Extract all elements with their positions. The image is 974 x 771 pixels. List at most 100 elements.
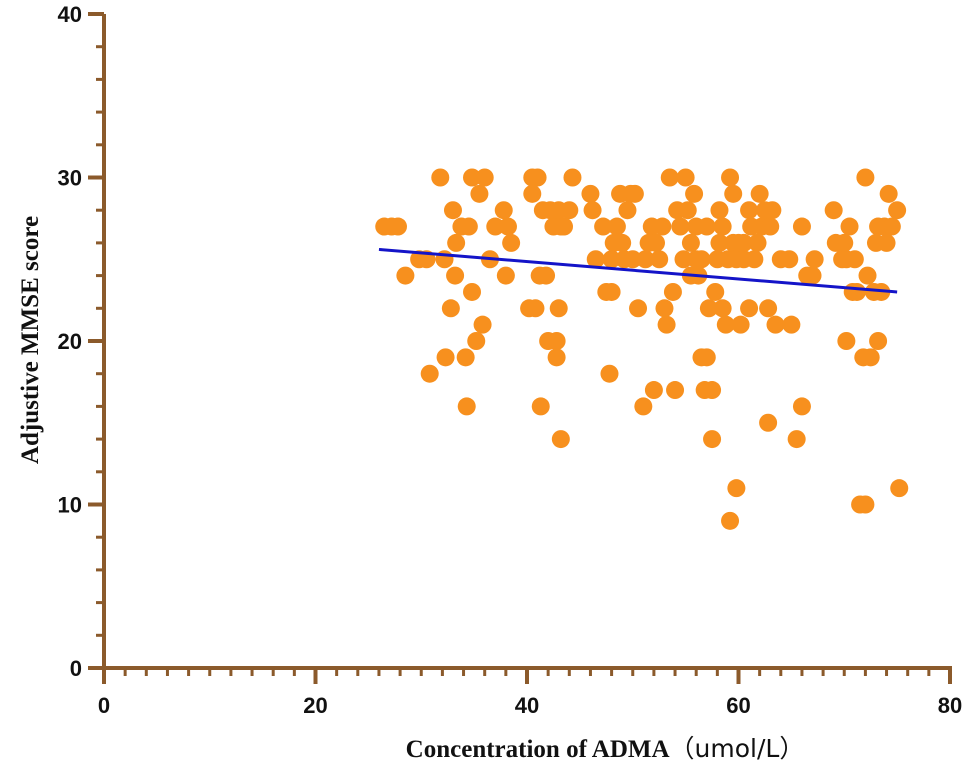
data-point (845, 250, 864, 269)
data-point (869, 332, 888, 350)
data-point (847, 282, 866, 301)
data-point (676, 168, 695, 187)
data-point (724, 184, 743, 203)
data-point (602, 250, 621, 269)
data-point (443, 201, 462, 220)
data-point (890, 479, 909, 498)
data-point (663, 282, 682, 301)
data-point (467, 332, 486, 350)
data-point (856, 495, 875, 514)
x-tick-label: 80 (938, 693, 962, 718)
data-point (581, 184, 600, 203)
data-point (861, 348, 880, 367)
data-point (759, 299, 778, 318)
data-point (703, 430, 722, 449)
data-point (607, 217, 626, 236)
data-point (396, 266, 415, 285)
data-point (625, 184, 644, 203)
data-point (613, 233, 632, 252)
data-point (840, 217, 859, 236)
data-point (882, 217, 901, 236)
data-point (420, 364, 439, 383)
data-point (792, 397, 811, 416)
y-axis-title: Adjustive MMSE score (17, 216, 44, 464)
data-point (805, 250, 824, 269)
data-point (660, 168, 679, 187)
data-point (697, 217, 716, 236)
data-point (856, 168, 875, 187)
data-point (457, 397, 476, 416)
data-point (623, 250, 642, 269)
data-point (671, 217, 690, 236)
data-point (636, 250, 655, 269)
data-point (528, 168, 547, 187)
x-axis-title: Concentration of ADMA（umol/L） (406, 734, 805, 763)
data-point (388, 217, 407, 236)
data-point (657, 315, 676, 334)
data-point (681, 233, 700, 252)
data-point (761, 217, 780, 236)
data-point (699, 299, 718, 318)
data-point (879, 184, 898, 203)
data-point (463, 282, 482, 301)
data-point (703, 381, 722, 400)
data-point (713, 217, 732, 236)
data-point (837, 332, 856, 350)
data-point (644, 381, 663, 400)
data-point (858, 266, 877, 285)
y-tick-label: 40 (58, 2, 82, 27)
data-point (634, 397, 653, 416)
data-point (650, 250, 669, 269)
y-tick-label: 10 (58, 493, 82, 518)
data-point (782, 315, 801, 334)
data-point (456, 348, 475, 367)
data-point (459, 217, 478, 236)
x-axis-title-unit: （umol/L） (670, 734, 805, 763)
x-tick-label: 40 (515, 693, 539, 718)
data-point (594, 217, 613, 236)
data-point (441, 299, 460, 318)
data-point (629, 299, 648, 318)
data-point (547, 348, 566, 367)
data-point (496, 266, 515, 285)
data-point (740, 201, 759, 220)
data-point (666, 381, 685, 400)
data-point (745, 250, 764, 269)
data-point (692, 250, 711, 269)
data-point (531, 397, 550, 416)
data-point (473, 315, 492, 334)
data-point (780, 250, 799, 269)
data-point (475, 168, 494, 187)
data-point (586, 250, 605, 269)
data-point (888, 201, 907, 220)
data-point (549, 299, 568, 318)
data-point (740, 299, 759, 318)
data-point (436, 348, 455, 367)
data-point (560, 201, 579, 220)
data-point (713, 299, 732, 318)
data-point (674, 250, 693, 269)
data-point (710, 201, 729, 220)
data-point (463, 168, 482, 187)
trend-line (378, 247, 898, 294)
data-point (792, 217, 811, 236)
data-point (526, 299, 545, 318)
data-point (731, 315, 750, 334)
data-point (750, 184, 769, 203)
data-point (583, 201, 602, 220)
data-point (547, 332, 566, 350)
data-point (447, 233, 466, 252)
data-point (824, 201, 843, 220)
data-point (716, 315, 735, 334)
data-point (537, 266, 556, 285)
data-point (678, 201, 697, 220)
data-point (486, 217, 505, 236)
data-point (721, 511, 740, 530)
data-point (551, 430, 570, 449)
data-point (803, 266, 822, 285)
y-tick-label: 20 (58, 329, 82, 354)
data-point (498, 217, 517, 236)
labels-group: 0 20 40 60 80 0 10 20 30 40 (58, 2, 963, 718)
